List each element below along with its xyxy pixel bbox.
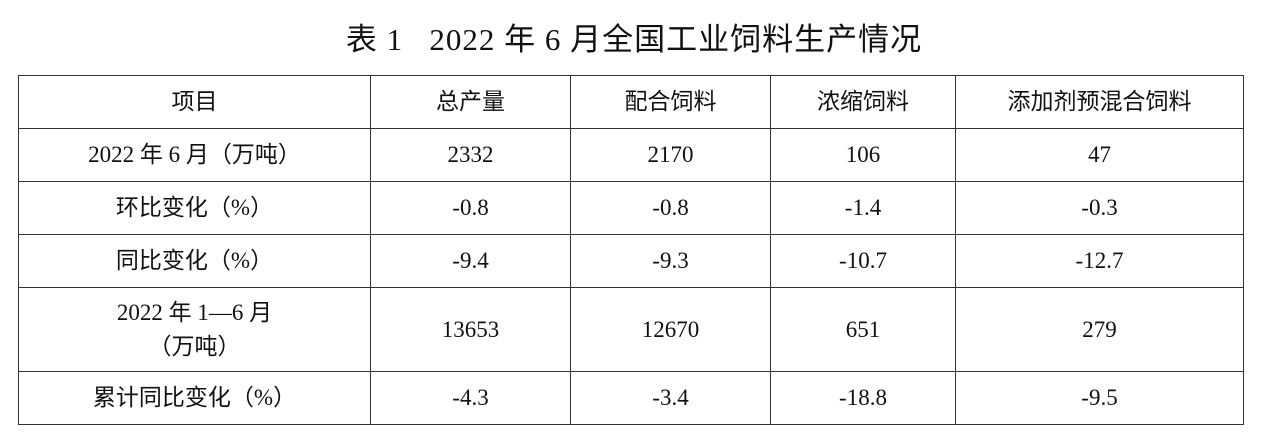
row-label: 累计同比变化（%） <box>18 371 371 425</box>
table-row: 环比变化（%） -0.8 -0.8 -1.4 -0.3 <box>18 181 1244 235</box>
header-cell: 总产量 <box>370 75 571 129</box>
table-cell: 2170 <box>570 128 771 182</box>
table-row: 2022 年 6 月（万吨） 2332 2170 106 47 <box>18 128 1244 182</box>
table-cell: -9.4 <box>370 234 571 288</box>
table-cell: 2332 <box>370 128 571 182</box>
header-cell: 浓缩饲料 <box>770 75 956 129</box>
table-row: 2022 年 1—6 月 （万吨） 13653 12670 651 279 <box>18 287 1244 372</box>
table-cell: -0.8 <box>370 181 571 235</box>
header-cell: 添加剂预混合饲料 <box>955 75 1244 129</box>
table-cell: -18.8 <box>770 371 956 425</box>
table-cell: -1.4 <box>770 181 956 235</box>
table-body: 2022 年 6 月（万吨） 2332 2170 106 47 环比变化（%） -0.8 -0… <box>18 128 1244 425</box>
table-cell: -4.3 <box>370 371 571 425</box>
table-row: 同比变化（%） -9.4 -9.3 -10.7 -12.7 <box>18 234 1244 288</box>
table-cell: -10.7 <box>770 234 956 288</box>
table-cell: 279 <box>955 287 1244 372</box>
table-cell: 651 <box>770 287 956 372</box>
table-cell: -3.4 <box>570 371 771 425</box>
table-cell: 13653 <box>370 287 571 372</box>
table-row: 累计同比变化（%） -4.3 -3.4 -18.8 -9.5 <box>18 371 1244 425</box>
table-cell: 106 <box>770 128 956 182</box>
row-label: 2022 年 1—6 月 （万吨） <box>18 287 371 372</box>
row-label: 同比变化（%） <box>18 234 371 288</box>
table-cell: -0.3 <box>955 181 1244 235</box>
header-cell: 项目 <box>18 75 371 129</box>
table-cell: -0.8 <box>570 181 771 235</box>
header-row: 项目 总产量 配合饲料 浓缩饲料 添加剂预混合饲料 <box>18 75 1244 129</box>
table-title: 表 1 2022 年 6 月全国工业饲料生产情况 <box>345 22 923 57</box>
table-cell: -12.7 <box>955 234 1244 288</box>
table-cell: 12670 <box>570 287 771 372</box>
row-label: 2022 年 6 月（万吨） <box>18 128 371 182</box>
data-table: 项目 总产量 配合饲料 浓缩饲料 添加剂预混合饲料 2022 年 6 月（万吨） 2332… <box>18 75 1244 425</box>
table-cell: -9.5 <box>955 371 1244 425</box>
table-header: 项目 总产量 配合饲料 浓缩饲料 添加剂预混合饲料 <box>18 75 1244 129</box>
row-label: 环比变化（%） <box>18 181 371 235</box>
table-cell: 47 <box>955 128 1244 182</box>
header-cell: 配合饲料 <box>570 75 771 129</box>
table-cell: -9.3 <box>570 234 771 288</box>
